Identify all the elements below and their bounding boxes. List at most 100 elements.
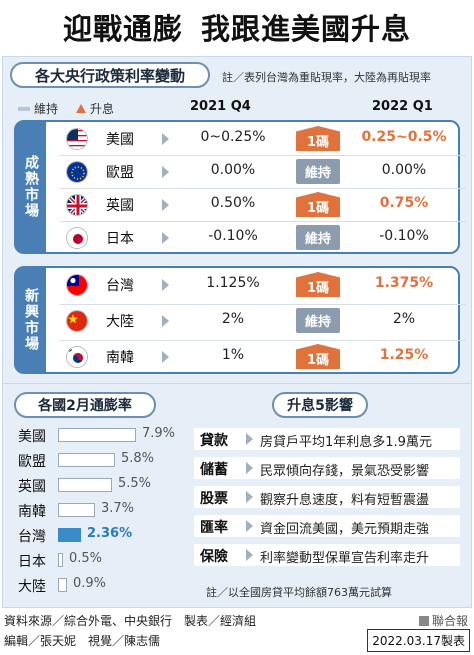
publisher-logo-icon: [418, 615, 429, 626]
impact-key: 儲蓄: [200, 462, 228, 478]
inflation-country: 南韓: [18, 504, 46, 520]
impact-text: 利率變動型保單宣告利率走升: [260, 551, 430, 566]
inflation-row: 大陸 0.9%: [18, 574, 188, 596]
inflation-value: 5.8%: [121, 451, 155, 466]
inflation-title: 各國2月通膨率: [14, 392, 156, 418]
source-credit: 資料來源／綜合外電、中央銀行 製表／經濟組: [4, 614, 257, 628]
group-mature-markets: 成熟市場 美國 0~0.25% 1碼 0.25~0.5% 歐盟 0.00% 維持 0.00% 英…: [14, 120, 466, 254]
country-name: 大陸: [106, 314, 134, 330]
impact-row: 儲蓄 民眾傾向存錢，景氣恐受影響: [194, 457, 460, 479]
rate-row-大陸: 大陸 2% 維持 2%: [60, 305, 466, 341]
inflation-bar: [58, 528, 81, 542]
inflation-bar: [58, 578, 67, 592]
country-name: 台灣: [106, 278, 134, 294]
inflation-country: 歐盟: [18, 454, 46, 470]
impact-text: 房貸戶平均1年利息多1.9萬元: [260, 435, 432, 450]
uk-flag-icon: [66, 194, 88, 216]
inflation-bar: [58, 478, 112, 492]
rate-2021-q4: 1%: [221, 347, 245, 363]
inflation-row: 歐盟 5.8%: [18, 449, 188, 471]
arrow-right-icon: [162, 315, 169, 327]
eu-flag-icon: [66, 161, 88, 183]
arrow-right-icon: [162, 166, 169, 178]
country-name: 歐盟: [106, 165, 134, 181]
country-name: 日本: [106, 231, 134, 247]
rate-row-南韓: 南韓 1% 1碼 1.25%: [60, 341, 466, 377]
arrow-right-icon: [162, 133, 169, 145]
inflation-bar: [58, 553, 63, 567]
hike-badge: 1碼: [296, 344, 340, 369]
inflation-country: 台灣: [18, 529, 46, 545]
inflation-country: 大陸: [18, 579, 46, 595]
group-emerging-markets: 新興市場 台灣 1.125% 1碼 1.375% 大陸 2% 維持 2% 南韓 1% 1碼 1.25%: [14, 266, 466, 374]
inflation-country: 美國: [18, 429, 46, 445]
tw-flag-icon: [66, 274, 88, 296]
hike-badge: 1碼: [296, 126, 340, 151]
hike-badge: 1碼: [296, 272, 340, 297]
impact-row: 保險 利率變動型保單宣告利率走升: [194, 544, 460, 566]
arrow-right-icon: [246, 549, 253, 561]
impact-row: 匯率 資金回流美國，美元預期走強: [194, 515, 460, 537]
column-2022-q1: 2022 Q1: [372, 99, 433, 114]
country-name: 英國: [106, 198, 134, 214]
rate-2021-q4: 0.50%: [210, 195, 256, 211]
impact-row: 貸款 房貸戶平均1年利息多1.9萬元: [194, 428, 460, 450]
rates-note: 註／表列台灣為重貼現率，大陸為再貼現率: [222, 71, 431, 84]
group-label: 新興市場: [16, 268, 46, 372]
hike-badge: 1碼: [296, 192, 340, 217]
arrow-right-icon: [162, 232, 169, 244]
date-stamp: 2022.03.17製表: [367, 629, 470, 652]
rate-2021-q4: 0.00%: [210, 162, 256, 178]
hold-swatch-icon: [18, 106, 30, 111]
rate-2022-q1: 1.25%: [379, 347, 429, 363]
arrow-right-icon: [246, 491, 253, 503]
inflation-value: 2.36%: [87, 526, 133, 541]
legend-hold: 維持: [18, 100, 58, 117]
cn-flag-icon: [66, 310, 88, 332]
group-label: 成熟市場: [16, 122, 46, 252]
arrow-right-icon: [246, 433, 253, 445]
arrow-right-icon: [162, 199, 169, 211]
impact-key: 匯率: [200, 520, 228, 536]
impact-title: 升息5影響: [272, 392, 368, 418]
rates-section-title: 各大央行政策利率變動: [10, 62, 210, 88]
rate-row-英國: 英國 0.50% 1碼 0.75%: [60, 189, 466, 222]
rate-2021-q4: 1.125%: [206, 275, 260, 291]
staff-credit: 編輯／張天妮 視覺／陳志儒: [4, 634, 161, 648]
impact-text: 民眾傾向存錢，景氣恐受影響: [260, 464, 430, 479]
column-2021-q4: 2021 Q4: [190, 99, 251, 114]
inflation-country: 日本: [18, 554, 46, 570]
rate-2022-q1: 0.25~0.5%: [361, 129, 447, 145]
rate-2021-q4: 0~0.25%: [200, 129, 266, 145]
inflation-row: 南韓 3.7%: [18, 499, 188, 521]
arrow-right-icon: [246, 520, 253, 532]
arrow-right-icon: [246, 462, 253, 474]
hold-badge: 維持: [296, 225, 340, 250]
country-name: 美國: [106, 132, 134, 148]
rate-2022-q1: 1.375%: [374, 275, 434, 291]
arrow-right-icon: [162, 351, 169, 363]
rate-row-歐盟: 歐盟 0.00% 維持 0.00%: [60, 156, 466, 189]
hike-arrow-icon: [76, 104, 86, 113]
impact-key: 貸款: [200, 433, 228, 449]
inflation-value: 5.5%: [118, 476, 152, 491]
impact-text: 觀察升息速度，料有短暫震盪: [260, 493, 430, 508]
impact-key: 保險: [200, 549, 228, 565]
rate-2022-q1: -0.10%: [379, 228, 429, 244]
inflation-value: 0.5%: [69, 551, 103, 566]
rate-2022-q1: 2%: [392, 311, 416, 327]
headline: 迎戰通膨 我跟進美國升息: [0, 0, 474, 54]
rate-2022-q1: 0.00%: [381, 162, 427, 178]
kr-flag-icon: [66, 346, 88, 368]
legend-hike: 升息: [76, 100, 114, 117]
impact-row: 股票 觀察升息速度，料有短暫震盪: [194, 486, 460, 508]
rate-2022-q1: 0.75%: [379, 195, 429, 211]
rate-row-美國: 美國 0~0.25% 1碼 0.25~0.5%: [60, 123, 466, 156]
inflation-value: 0.9%: [73, 576, 107, 591]
hold-badge: 維持: [296, 159, 340, 184]
inflation-row: 英國 5.5%: [18, 474, 188, 496]
impact-text: 資金回流美國，美元預期走強: [260, 522, 430, 537]
rate-row-日本: 日本 -0.10% 維持 -0.10%: [60, 222, 466, 255]
impact-key: 股票: [200, 491, 228, 507]
inflation-country: 英國: [18, 479, 46, 495]
